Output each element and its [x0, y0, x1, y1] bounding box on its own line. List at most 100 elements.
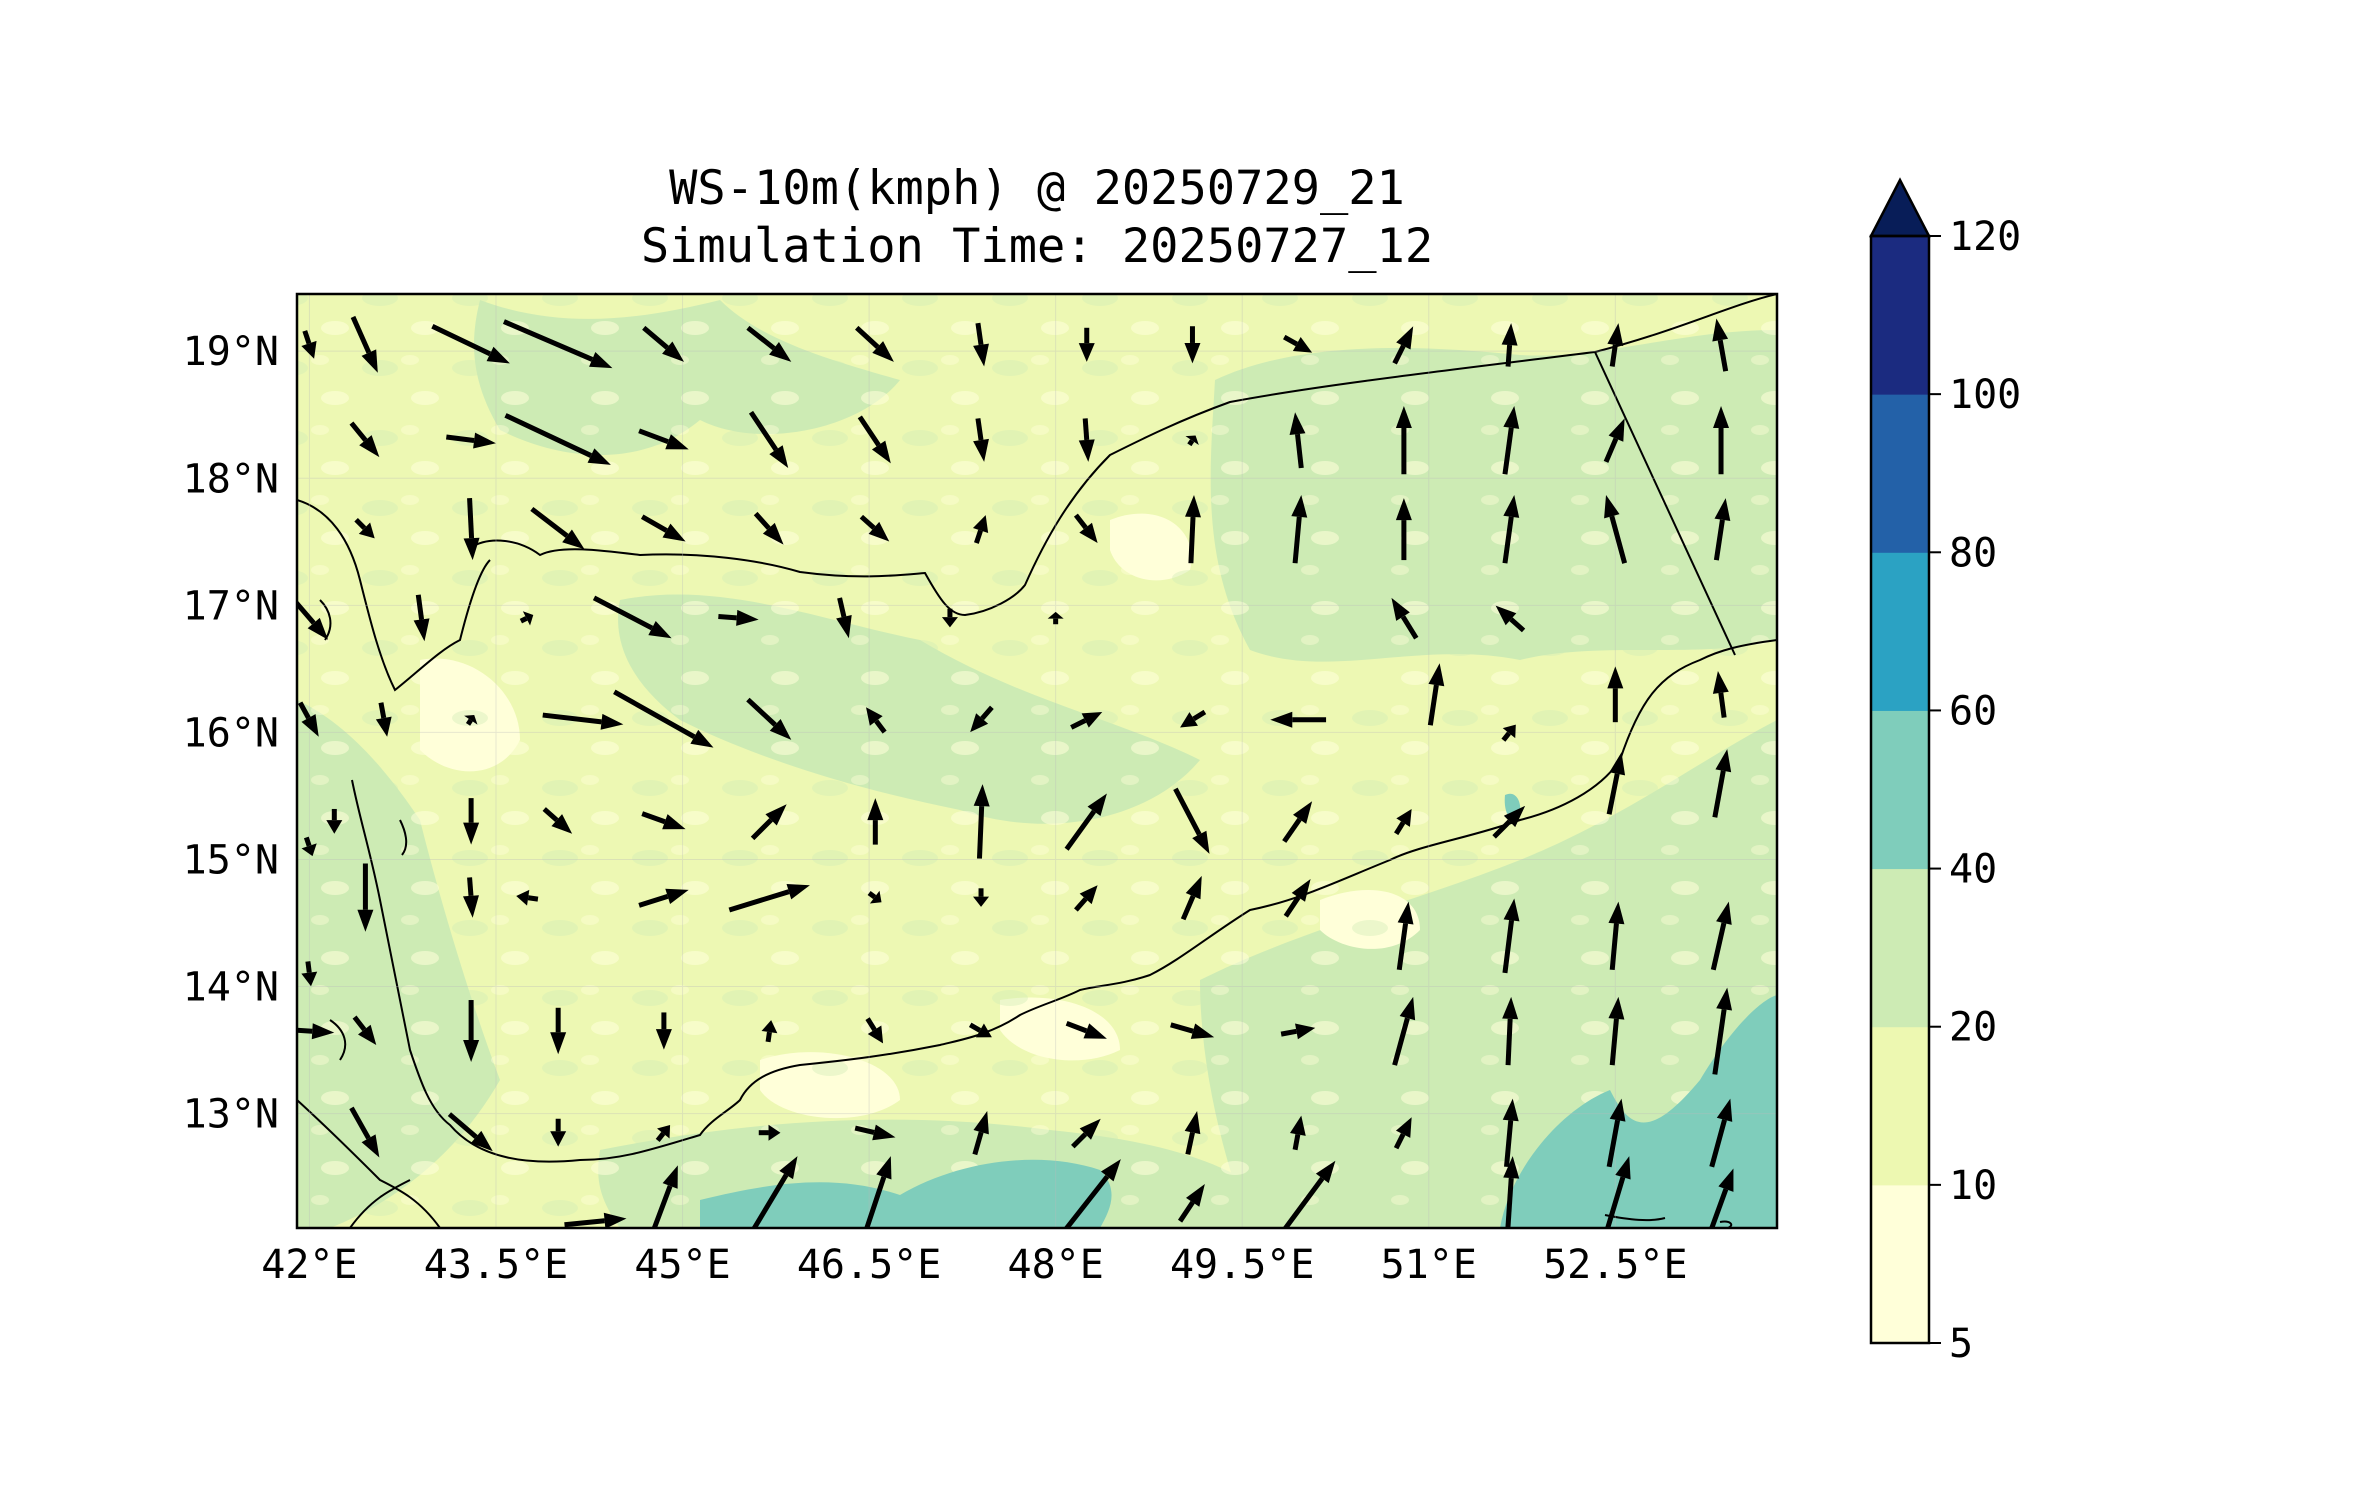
wind-arrow [542, 807, 573, 834]
wind-arrow [728, 884, 810, 913]
colorbar: 5 10 20 40 60 80 100 120 [1868, 177, 2021, 1367]
wind-arrow [1173, 787, 1210, 854]
wind-arrow [836, 597, 852, 639]
wind-arrow [655, 1124, 671, 1143]
wind-arrow [972, 515, 989, 544]
wind-arrow [973, 784, 990, 859]
wind-arrow [718, 609, 759, 626]
colorbar-segment [1871, 552, 1929, 711]
wind-arrow [542, 712, 624, 730]
wind-arrow [1712, 318, 1729, 372]
wind-arrow [464, 715, 478, 726]
wind-arrow [1710, 901, 1732, 971]
wind-arrow [1396, 901, 1414, 971]
wind-arrow [1283, 334, 1313, 353]
wind-arrow [1184, 326, 1201, 364]
wind-arrow [1607, 666, 1624, 723]
contour-40-60-south [700, 1159, 1112, 1228]
wind-arrow [638, 428, 689, 450]
wind-arrow [301, 961, 318, 987]
yemen-saudi-border [469, 294, 1777, 617]
wind-arrow [1391, 597, 1419, 640]
colorbar-segment [1871, 710, 1929, 870]
wind-arrow [1395, 406, 1412, 475]
wind-arrow [1393, 1117, 1412, 1150]
wind-arrow [1713, 406, 1730, 475]
wind-arrow [1073, 513, 1098, 544]
wind-arrow [865, 1017, 884, 1044]
map-title: WS-10m(kmph) @ 20250729_21 Simulation Ti… [297, 160, 1777, 276]
yemen-oman-border [1594, 351, 1736, 656]
western-coastline [297, 499, 491, 692]
y-tick-label: 17°N [183, 583, 279, 629]
wind-arrow [1078, 418, 1095, 462]
wind-arrow [1282, 801, 1313, 843]
wind-arrow [867, 890, 882, 904]
wind-arrow [1608, 901, 1625, 971]
wind-arrow [350, 315, 378, 373]
southern-coastline [351, 639, 1777, 1163]
wind-arrow [855, 325, 894, 362]
colorbar-segment [1871, 1184, 1929, 1344]
colorbar-tick-label: 5 [1949, 1321, 1973, 1367]
colorbar-tick-label: 20 [1949, 1005, 1997, 1051]
colorbar-tick-label: 60 [1949, 688, 1997, 734]
x-tick-label: 52.5°E [1543, 1242, 1688, 1288]
wind-arrow [1078, 327, 1095, 362]
wind-arrow [349, 1106, 380, 1158]
wind-vectors [297, 315, 1734, 1228]
wind-arrow [1605, 1156, 1631, 1228]
colorbar-tick-label: 120 [1949, 214, 2021, 260]
wind-arrow [854, 1124, 896, 1141]
wind-arrow [1502, 494, 1520, 564]
wind-arrow [530, 506, 585, 550]
wind-arrow [973, 888, 990, 907]
x-tick-label: 46.5°E [797, 1242, 942, 1288]
colorbar-tick-label: 10 [1949, 1163, 1997, 1209]
wind-arrow [867, 798, 884, 845]
wind-arrow [1502, 1098, 1519, 1168]
wind-arrow [1185, 435, 1199, 447]
wind-arrow [1395, 498, 1412, 561]
y-tick-label: 16°N [183, 710, 279, 756]
wind-arrow [866, 707, 887, 734]
wind-arrow [352, 1015, 377, 1045]
wind-arrow [1712, 987, 1733, 1075]
wind-arrow [431, 323, 510, 364]
wind-arrow [1180, 709, 1207, 728]
y-tick-label: 15°N [183, 837, 279, 883]
wind-arrow [463, 877, 479, 918]
wind-speed-contours [297, 294, 1777, 1228]
wind-arrow [970, 705, 994, 733]
colorbar-segment [1871, 394, 1929, 553]
wind-arrow [1392, 996, 1416, 1066]
wind-arrow [463, 497, 480, 561]
x-tick-label: 51°E [1381, 1242, 1477, 1288]
wind-arrow [1063, 1159, 1121, 1228]
wind-arrow [1713, 498, 1731, 561]
colorbar-tick-label: 80 [1949, 530, 1997, 576]
wind-arrow [550, 1118, 567, 1147]
wind-arrow [1282, 1160, 1336, 1228]
wind-arrow [446, 432, 496, 449]
wind-arrow [1074, 885, 1098, 912]
wind-arrow [1502, 406, 1520, 475]
wind-arrow [758, 1124, 781, 1141]
wind-arrow [1064, 793, 1107, 851]
wind-arrow [1492, 805, 1526, 839]
wind-arrow [1502, 898, 1520, 974]
wind-arrow [857, 415, 891, 464]
wind-arrow [1283, 879, 1311, 918]
wind-arrow [1280, 1023, 1316, 1040]
wind-arrow [968, 1022, 992, 1038]
wind-arrow [1712, 749, 1732, 818]
wind-arrow [859, 514, 890, 542]
colorbar-segment [1871, 1026, 1929, 1186]
wind-arrow [1607, 323, 1624, 367]
wind-arrow [375, 702, 392, 737]
wind-arrow [1070, 711, 1103, 730]
wind-arrow [463, 798, 480, 845]
wind-arrow [753, 511, 784, 545]
wind-arrow [864, 1156, 892, 1228]
wind-arrow [746, 325, 792, 362]
